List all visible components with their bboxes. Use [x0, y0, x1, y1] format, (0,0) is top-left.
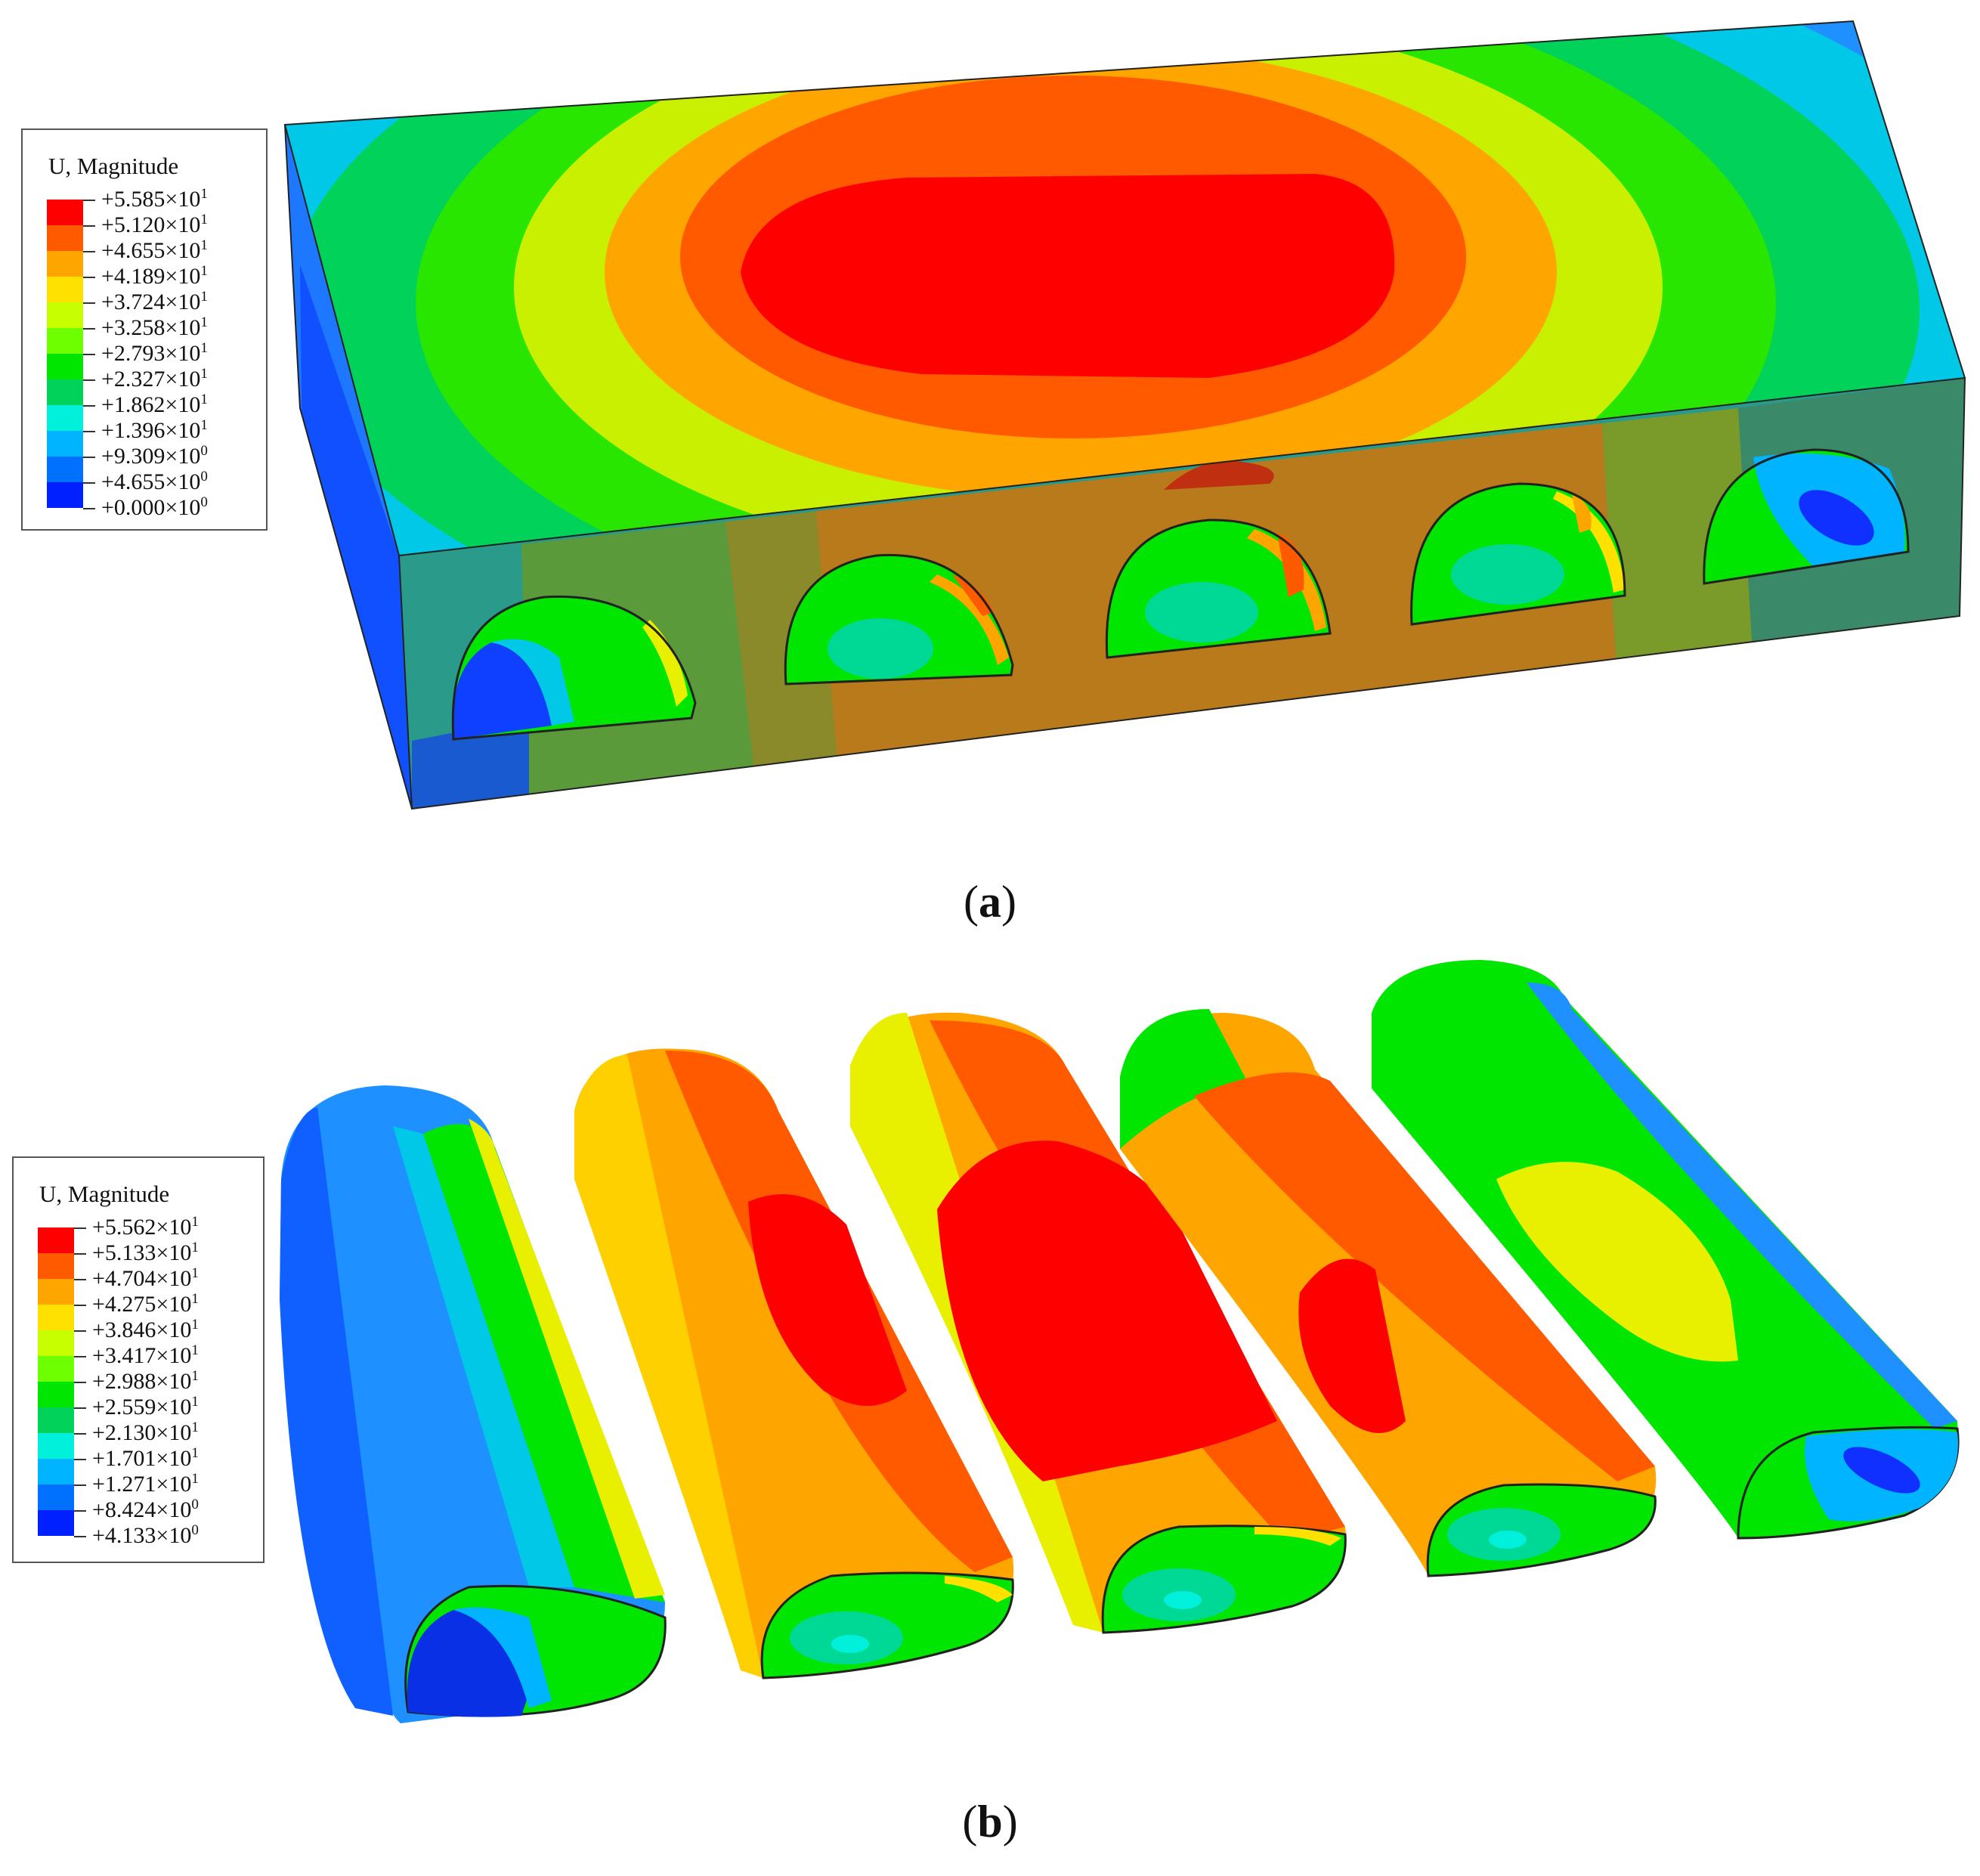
legend-value: +1.701×101	[92, 1445, 199, 1471]
legend-swatch	[38, 1227, 74, 1253]
legend-tick	[83, 302, 95, 304]
legend-swatch	[38, 1330, 74, 1356]
legend-value: +3.258×101	[101, 314, 208, 340]
legend-title: U, Magnitude	[39, 1181, 170, 1207]
legend-tick	[74, 1407, 86, 1409]
legend-value: +2.559×101	[92, 1394, 199, 1419]
tunnel-lining-2	[574, 1048, 1014, 1679]
legend-value: +3.846×101	[92, 1317, 199, 1342]
legend-tick	[83, 508, 95, 509]
legend-tick	[74, 1459, 86, 1460]
legend-tick	[74, 1305, 86, 1306]
contour-legend-a: U, Magnitude +5.585×101 +5.120×101 +4.655×…	[21, 128, 268, 531]
legend-tick	[74, 1510, 86, 1512]
legend-value: +4.275×101	[92, 1291, 199, 1317]
tunnel-opening-4	[1410, 482, 1626, 626]
tunnel-opening-1	[451, 595, 697, 741]
slab-outline	[283, 20, 1966, 810]
tunnel-lining-4	[1120, 1009, 1657, 1577]
tunnel-opening-2	[784, 553, 1014, 686]
panel-a: U, Magnitude +5.585×101 +5.120×101 +4.655×…	[0, 0, 1980, 937]
legend-swatch	[47, 379, 83, 405]
legend-swatch	[47, 302, 83, 328]
legend-swatch	[38, 1484, 74, 1510]
legend-swatch	[47, 277, 83, 302]
slab-left-face	[285, 125, 412, 809]
legend-tick	[83, 354, 95, 355]
legend-swatch	[47, 482, 83, 508]
legend-swatch	[38, 1510, 74, 1536]
legend-tick	[74, 1227, 86, 1229]
legend-swatch	[38, 1459, 74, 1484]
tunnel-lining-5	[1372, 960, 1960, 1540]
legend-value: +8.424×100	[92, 1497, 199, 1522]
legend-tick	[83, 431, 95, 432]
legend-swatch	[38, 1407, 74, 1433]
legend-value: +2.793×101	[101, 340, 208, 366]
legend-value: +5.133×101	[92, 1240, 199, 1265]
legend-swatch	[47, 405, 83, 431]
legend-swatch	[47, 200, 83, 225]
legend-swatch	[38, 1382, 74, 1407]
legend-tick	[74, 1253, 86, 1255]
legend-swatch	[47, 225, 83, 251]
legend-value: +2.327×101	[101, 366, 208, 392]
tunnel-opening-5	[1703, 448, 1910, 585]
legend-tick	[74, 1536, 86, 1537]
legend-tick	[83, 277, 95, 278]
legend-tick	[83, 225, 95, 227]
legend-value: +2.988×101	[92, 1368, 199, 1394]
legend-swatch	[47, 457, 83, 482]
panel-b: U, Magnitude +5.562×101 +5.133×101 +4.704×…	[0, 937, 1980, 1876]
legend-tick	[83, 328, 95, 330]
tunnel-linings-model	[280, 960, 1960, 1723]
legend-tick	[74, 1484, 86, 1486]
legend-title: U, Magnitude	[48, 153, 179, 179]
legend-value: +5.562×101	[92, 1214, 199, 1240]
tunnel-lining-3	[850, 1012, 1347, 1634]
legend-value: +1.396×101	[101, 417, 208, 443]
legend-swatch	[38, 1305, 74, 1330]
tunnel-lining-1	[280, 1085, 667, 1723]
legend-swatch	[47, 251, 83, 277]
legend-swatch	[38, 1356, 74, 1382]
legend-tick	[83, 379, 95, 381]
caption-a: (a)	[964, 877, 1016, 927]
legend-tick	[74, 1382, 86, 1383]
legend-tick	[74, 1279, 86, 1280]
tunnel-opening-3	[1105, 519, 1332, 659]
legend-swatch	[38, 1433, 74, 1459]
legend-value: +3.724×101	[101, 289, 208, 314]
legend-value: +1.862×101	[101, 392, 208, 417]
slab-contour-model	[283, 20, 1966, 810]
legend-value: +4.189×101	[101, 263, 208, 289]
legend-swatch	[47, 354, 83, 379]
legend-swatch	[38, 1279, 74, 1305]
legend-value: +4.655×100	[101, 469, 208, 494]
legend-swatch	[47, 328, 83, 354]
legend-value: +9.309×100	[101, 443, 208, 469]
legend-tick	[83, 482, 95, 484]
legend-value: +5.585×101	[101, 186, 208, 212]
legend-tick	[83, 457, 95, 458]
legend-tick	[83, 405, 95, 407]
legend-swatch	[47, 431, 83, 457]
legend-swatch	[38, 1253, 74, 1279]
legend-tick	[74, 1356, 86, 1357]
caption-b: (b)	[962, 1797, 1018, 1847]
legend-tick	[83, 200, 95, 201]
legend-value: +4.133×100	[92, 1522, 199, 1548]
legend-value: +4.655×101	[101, 237, 208, 263]
legend-tick	[83, 251, 95, 252]
legend-value: +5.120×101	[101, 212, 208, 237]
legend-value: +0.000×100	[101, 494, 208, 520]
legend-value: +2.130×101	[92, 1419, 199, 1445]
contour-legend-b: U, Magnitude +5.562×101 +5.133×101 +4.704×…	[12, 1156, 265, 1563]
legend-value: +3.417×101	[92, 1342, 199, 1368]
legend-tick	[74, 1330, 86, 1332]
legend-value: +1.271×101	[92, 1471, 199, 1497]
legend-value: +4.704×101	[92, 1265, 199, 1291]
legend-tick	[74, 1433, 86, 1435]
